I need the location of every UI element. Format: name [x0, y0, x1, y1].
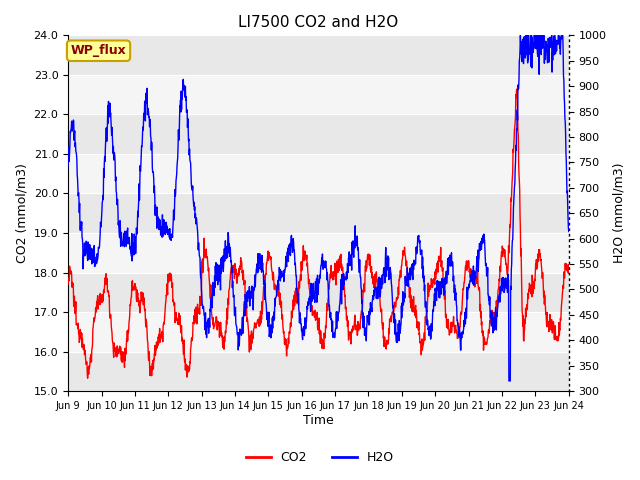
- Text: WP_flux: WP_flux: [70, 44, 127, 57]
- CO2: [461, 264, 469, 270]
- Line: H2O: H2O: [68, 36, 569, 381]
- Bar: [68, 75, 569, 114]
- Bar: [68, 114, 569, 154]
- Line: CO2: CO2: [68, 89, 569, 378]
- Bar: [68, 36, 569, 75]
- CO2: [64, 281, 72, 287]
- H2O: [506, 378, 513, 384]
- CO2: [232, 271, 239, 277]
- CO2: [506, 232, 513, 238]
- H2O: [163, 223, 171, 229]
- H2O: [565, 228, 573, 234]
- CO2: [164, 292, 172, 298]
- Bar: [68, 351, 569, 391]
- H2O: [396, 322, 403, 327]
- H2O: [461, 310, 469, 315]
- Legend: CO2, H2O: CO2, H2O: [241, 446, 399, 469]
- Y-axis label: H2O (mmol/m3): H2O (mmol/m3): [612, 163, 625, 264]
- H2O: [232, 304, 239, 310]
- CO2: [565, 262, 573, 267]
- Bar: [68, 273, 569, 312]
- X-axis label: Time: Time: [303, 414, 334, 427]
- H2O: [505, 378, 513, 384]
- H2O: [175, 118, 183, 124]
- Title: LI7500 CO2 and H2O: LI7500 CO2 and H2O: [238, 15, 399, 30]
- H2O: [64, 163, 72, 169]
- CO2: [396, 275, 404, 280]
- Bar: [68, 154, 569, 193]
- Bar: [68, 193, 569, 233]
- CO2: [84, 375, 92, 381]
- H2O: [516, 33, 524, 38]
- CO2: [513, 86, 521, 92]
- Bar: [68, 312, 569, 351]
- Y-axis label: CO2 (mmol/m3): CO2 (mmol/m3): [15, 163, 28, 263]
- CO2: [176, 319, 184, 324]
- Bar: [68, 233, 569, 273]
